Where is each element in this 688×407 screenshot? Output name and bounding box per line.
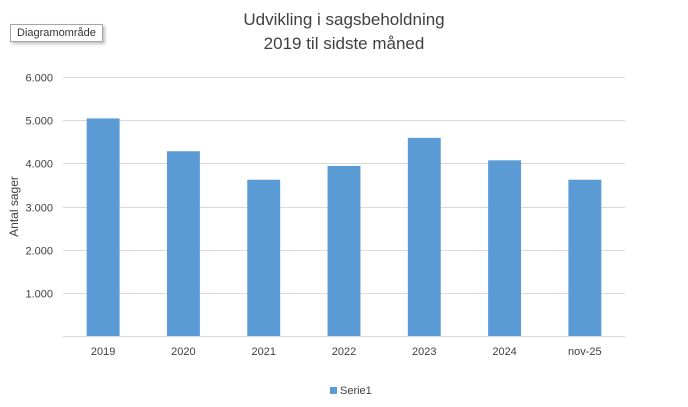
legend-label: Serie1 (340, 385, 372, 397)
bar[interactable] (166, 151, 200, 336)
legend-swatch (330, 387, 337, 394)
y-axis-title: Antal sager (7, 176, 21, 237)
y-tick-label: 4.000 (25, 159, 53, 171)
bar[interactable] (568, 179, 602, 336)
chart-title-line-1: Udvikling i sagsbeholdning (243, 10, 445, 29)
x-tick-label: 2024 (492, 346, 516, 358)
y-tick-label: 5.000 (25, 116, 53, 128)
x-tick-label: 2022 (332, 346, 356, 358)
bar[interactable] (86, 118, 120, 336)
y-tick-label: 2.000 (25, 246, 53, 258)
x-tick-label: 2023 (412, 346, 436, 358)
chart-area-tooltip: Diagramområde (10, 24, 103, 42)
bar[interactable] (247, 179, 281, 336)
bar[interactable] (327, 165, 361, 336)
x-tick-label: nov-25 (568, 346, 602, 358)
y-tick-label: 3.000 (25, 203, 53, 215)
x-tick-label: 2021 (251, 346, 275, 358)
bar[interactable] (488, 160, 522, 336)
bar[interactable] (407, 137, 441, 336)
x-tick-label: 2020 (171, 346, 195, 358)
y-tick-label: 1.000 (25, 289, 53, 301)
chart-title-line-2: 2019 til sidste måned (263, 34, 425, 53)
y-tick-label: 6.000 (25, 73, 53, 85)
x-tick-label: 2019 (91, 346, 115, 358)
